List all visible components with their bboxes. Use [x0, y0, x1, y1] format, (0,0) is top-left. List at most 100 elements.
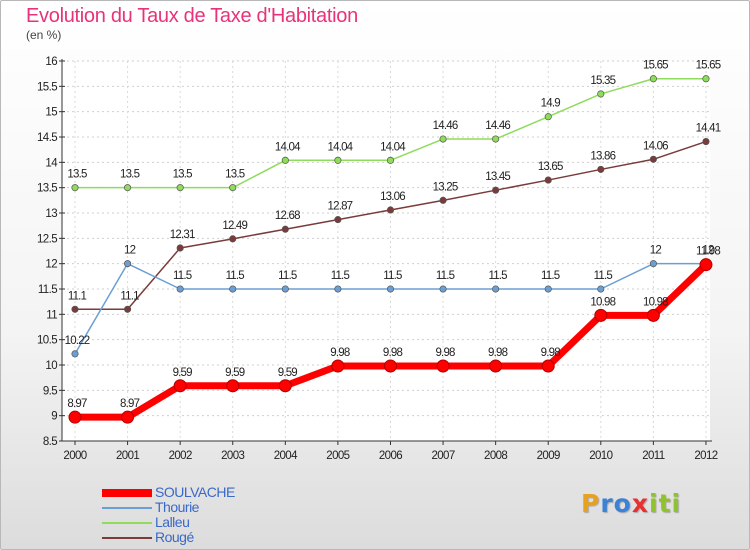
data-point-soulvache	[173, 379, 187, 393]
data-label-soulvache: 9.59	[225, 367, 245, 379]
x-tick-label: 2011	[642, 450, 665, 462]
data-point-lalleu	[439, 135, 447, 143]
data-label-soulvache: 8.97	[67, 398, 87, 410]
y-tick-label: 10.5	[37, 335, 57, 347]
data-label-soulvache: 9.98	[488, 347, 508, 359]
data-label-soulvache: 9.98	[435, 347, 455, 359]
data-label-soulvache: 8.97	[120, 398, 140, 410]
data-label-soulvache: 9.59	[173, 367, 193, 379]
data-point-lalleu	[281, 156, 289, 164]
data-label-thourie: 12	[124, 245, 136, 257]
data-point-soulvache	[541, 359, 555, 373]
data-point-lalleu	[176, 184, 184, 192]
data-point-thourie	[649, 260, 657, 268]
y-tick-label: 11.5	[38, 284, 57, 296]
x-tick-label: 2000	[63, 450, 86, 462]
data-label-soulvache: 10.98	[590, 296, 615, 308]
y-tick-label: 13.5	[37, 183, 57, 195]
data-point-soulvache	[699, 258, 713, 272]
logo-letter: t	[658, 489, 672, 518]
data-point-roug	[544, 176, 552, 184]
data-label-roug: 13.86	[590, 150, 615, 162]
legend-item-thourie: Thourie	[102, 499, 302, 515]
data-label-thourie: 11.5	[488, 270, 507, 282]
y-tick-label: 12.5	[37, 233, 57, 245]
data-point-thourie	[439, 285, 447, 293]
data-label-roug: 13.45	[485, 171, 510, 183]
data-point-soulvache	[278, 379, 292, 393]
data-point-roug	[649, 155, 657, 163]
data-label-roug: 12.87	[328, 201, 353, 213]
data-label-roug: 13.06	[380, 191, 405, 203]
data-label-thourie: 11.5	[226, 270, 245, 282]
data-point-lalleu	[702, 75, 710, 83]
legend-item-soulvache: SOULVACHE	[102, 484, 302, 500]
data-point-roug	[229, 235, 237, 243]
y-tick-label: 11	[46, 309, 57, 321]
data-point-lalleu	[544, 113, 552, 121]
data-label-thourie: 11.5	[278, 270, 297, 282]
data-label-lalleu: 14.04	[328, 141, 354, 153]
y-tick-label: 13	[45, 208, 57, 220]
logo-letter: r	[600, 489, 614, 518]
data-point-thourie	[334, 285, 342, 293]
data-point-lalleu	[492, 135, 500, 143]
data-point-thourie	[281, 285, 289, 293]
data-label-lalleu: 15.65	[643, 60, 668, 72]
legend-item-roug: Rougé	[102, 529, 302, 545]
data-label-soulvache: 10.98	[643, 296, 668, 308]
data-label-soulvache: 9.98	[541, 347, 561, 359]
data-label-thourie: 11.5	[331, 270, 350, 282]
y-tick-label: 9.5	[43, 385, 57, 397]
data-label-thourie: 12	[702, 245, 714, 257]
data-label-lalleu: 14.46	[433, 120, 458, 132]
data-point-thourie	[229, 285, 237, 293]
legend-label: Rougé	[155, 529, 194, 545]
y-tick-label: 8.5	[43, 436, 57, 448]
data-label-roug: 14.41	[696, 123, 721, 135]
data-point-thourie	[176, 285, 184, 293]
data-label-lalleu: 14.04	[275, 141, 301, 153]
data-label-thourie: 10.22	[65, 335, 90, 347]
data-point-roug	[702, 138, 710, 146]
legend-label: SOULVACHE	[155, 484, 235, 500]
x-tick-label: 2007	[431, 450, 454, 462]
x-tick-label: 2004	[274, 450, 298, 462]
legend-swatch	[102, 537, 152, 539]
data-point-roug	[176, 244, 184, 252]
data-point-soulvache	[594, 308, 608, 322]
legend-swatch	[102, 522, 152, 524]
x-tick-label: 2012	[694, 450, 717, 462]
legend-item-lalleu: Lalleu	[102, 514, 302, 530]
data-label-roug: 12.49	[222, 220, 247, 232]
data-label-roug: 13.25	[433, 181, 458, 193]
y-tick-label: 15	[45, 107, 57, 119]
data-point-roug	[386, 206, 395, 214]
data-point-roug	[334, 216, 342, 224]
proxiti-logo: Proxiti	[581, 489, 681, 518]
logo-letter: x	[631, 489, 649, 518]
y-tick-label: 14.5	[37, 132, 57, 144]
x-tick-label: 2010	[589, 450, 612, 462]
y-tick-label: 10	[45, 360, 57, 372]
y-tick-label: 15.5	[37, 81, 57, 93]
x-tick-label: 2006	[379, 450, 402, 462]
data-point-lalleu	[597, 90, 605, 98]
data-point-soulvache	[436, 359, 450, 373]
data-label-soulvache: 9.59	[278, 367, 298, 379]
logo-letter: i	[649, 489, 659, 518]
data-point-soulvache	[489, 359, 503, 373]
data-point-lalleu	[386, 156, 395, 164]
data-label-lalleu: 15.65	[696, 60, 721, 72]
x-tick-label: 2005	[326, 450, 349, 462]
data-point-roug	[597, 165, 605, 173]
data-label-soulvache: 9.98	[383, 347, 403, 359]
data-point-lalleu	[229, 184, 237, 192]
data-label-lalleu: 13.5	[225, 169, 245, 181]
data-point-soulvache	[121, 410, 135, 424]
y-tick-label: 9	[51, 411, 57, 423]
chart-title: Evolution du Taux de Taxe d'Habitation	[26, 5, 358, 27]
legend-label: Lalleu	[155, 514, 190, 530]
data-label-thourie: 12	[650, 245, 662, 257]
